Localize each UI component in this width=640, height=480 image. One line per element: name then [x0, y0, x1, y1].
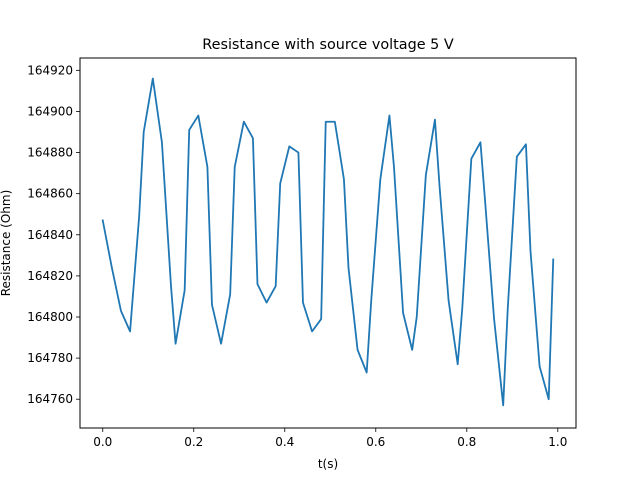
series-line [101, 77, 555, 407]
x-axis-label: t(s) [318, 457, 338, 471]
y-axis-ticks: 164760 164780 164800 164820 164840 164860 1648… [27, 63, 80, 406]
x-axis-ticks: 0.0 0.2 0.4 0.6 0.8 1.0 [93, 428, 567, 449]
plot-frame [79, 57, 577, 429]
y-tick-label: 164800 [27, 310, 73, 324]
x-tick-label: 0.2 [184, 435, 203, 449]
y-tick-label: 164900 [27, 104, 73, 118]
y-tick-label: 164840 [27, 228, 73, 242]
x-tick-label: 0.4 [275, 435, 294, 449]
x-tick-label: 0.6 [366, 435, 385, 449]
y-tick-label: 164860 [27, 187, 73, 201]
y-axis-label: Resistance (Ohm) [0, 190, 13, 297]
y-tick-label: 164920 [27, 63, 73, 77]
y-tick-label: 164760 [27, 392, 73, 406]
chart-title: Resistance with source voltage 5 V [202, 37, 454, 53]
x-tick-label: 0.8 [457, 435, 476, 449]
y-tick-label: 164820 [27, 269, 73, 283]
x-tick-label: 1.0 [548, 435, 567, 449]
y-tick-label: 164780 [27, 351, 73, 365]
plot-area [80, 58, 576, 428]
y-tick-label: 164880 [27, 146, 73, 160]
x-tick-label: 0.0 [93, 435, 112, 449]
